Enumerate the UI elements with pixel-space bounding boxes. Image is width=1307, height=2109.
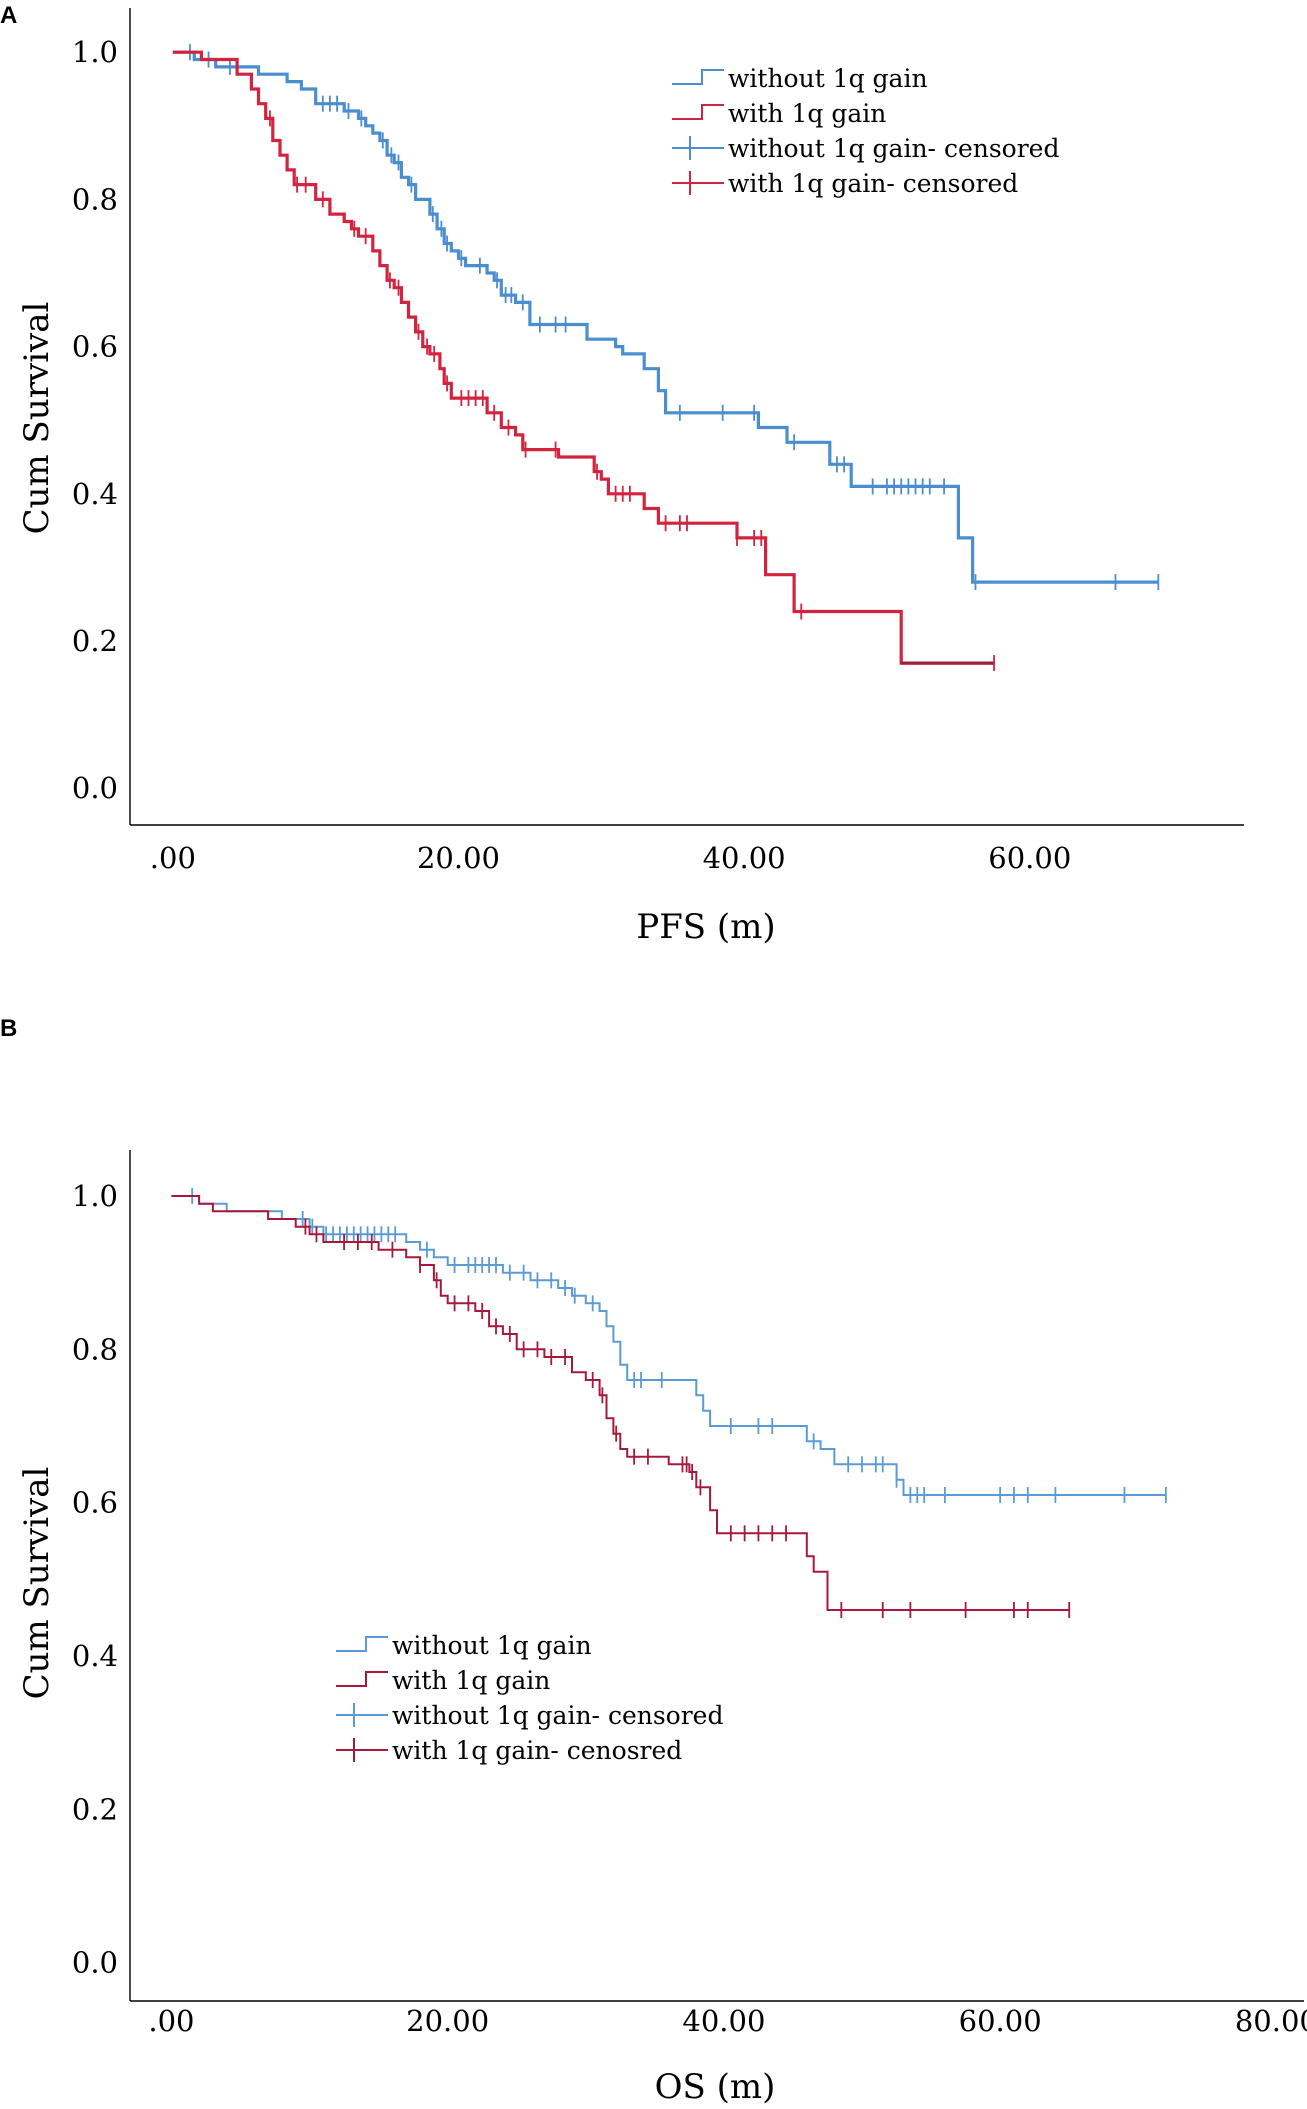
legend-entry: with 1q gain- cenosred bbox=[392, 1736, 682, 1765]
series-line-without-1q-gain bbox=[172, 50, 1159, 584]
legend-entry: without 1q gain- censored bbox=[728, 134, 1059, 163]
legend-symbol bbox=[336, 1636, 388, 1652]
x-tick-label: .00 bbox=[150, 841, 196, 875]
series-line-with-1q-gain bbox=[172, 50, 995, 665]
x-axis-title: OS (m) bbox=[655, 2067, 776, 2107]
y-tick-label: 0.0 bbox=[72, 771, 118, 805]
x-axis-title: PFS (m) bbox=[636, 907, 775, 947]
series-line-with-1q-gain bbox=[171, 1195, 1070, 1611]
legend-entry: with 1q gain bbox=[392, 1666, 550, 1695]
chart-panel-os: 0.0 0.2 0.4 0.6 0.8 1.0 .00 20.00 40.00 60.00 80.0… bbox=[17, 1150, 1307, 2107]
y-tick-label: 0.8 bbox=[72, 182, 118, 216]
y-tick-label: 0.8 bbox=[72, 1332, 118, 1366]
x-tick-label: 40.00 bbox=[682, 2004, 765, 2038]
legend-entry: with 1q gain- censored bbox=[728, 169, 1018, 198]
y-tick-label: 0.0 bbox=[72, 1946, 118, 1980]
panel-b-label: B bbox=[0, 1015, 18, 1042]
y-tick-label: 0.2 bbox=[72, 1792, 118, 1826]
x-tick-label: 20.00 bbox=[417, 841, 500, 875]
x-tick-label: .00 bbox=[148, 2004, 194, 2038]
y-tick-label: 0.4 bbox=[72, 477, 118, 511]
legend-entry: with 1q gain bbox=[728, 99, 886, 128]
legend-symbol bbox=[672, 104, 724, 120]
x-tick-label: 40.00 bbox=[703, 841, 786, 875]
x-tick-label: 20.00 bbox=[406, 2004, 489, 2038]
x-tick-label: 60.00 bbox=[959, 2004, 1042, 2038]
series-line-without-1q-gain bbox=[171, 1195, 1166, 1496]
legend: without 1q gain with 1q gain without 1q ga… bbox=[336, 1631, 723, 1765]
legend-symbol bbox=[672, 69, 724, 85]
y-axis-title: Cum Survival bbox=[17, 302, 57, 535]
y-axis-title: Cum Survival bbox=[17, 1467, 57, 1700]
y-tick-label: 1.0 bbox=[72, 35, 118, 69]
y-tick-label: 1.0 bbox=[72, 1179, 118, 1213]
y-tick-label: 0.6 bbox=[72, 330, 118, 364]
x-tick-label: 80.00 bbox=[1235, 2004, 1307, 2038]
panel-a-label: A bbox=[0, 2, 18, 29]
legend-entry: without 1q gain bbox=[728, 64, 928, 93]
y-tick-label: 0.6 bbox=[72, 1486, 118, 1520]
legend: without 1q gain with 1q gain without 1q ga… bbox=[672, 64, 1059, 198]
y-tick-label: 0.2 bbox=[72, 624, 118, 658]
legend-symbol bbox=[336, 1671, 388, 1687]
legend-entry: without 1q gain bbox=[392, 1631, 592, 1660]
y-tick-label: 0.4 bbox=[72, 1639, 118, 1673]
chart-panel-pfs: 0.0 0.2 0.4 0.6 0.8 1.0 .00 20.00 40.00 60.00 PFS … bbox=[17, 8, 1244, 947]
x-tick-label: 60.00 bbox=[988, 841, 1071, 875]
legend-entry: without 1q gain- censored bbox=[392, 1701, 723, 1730]
